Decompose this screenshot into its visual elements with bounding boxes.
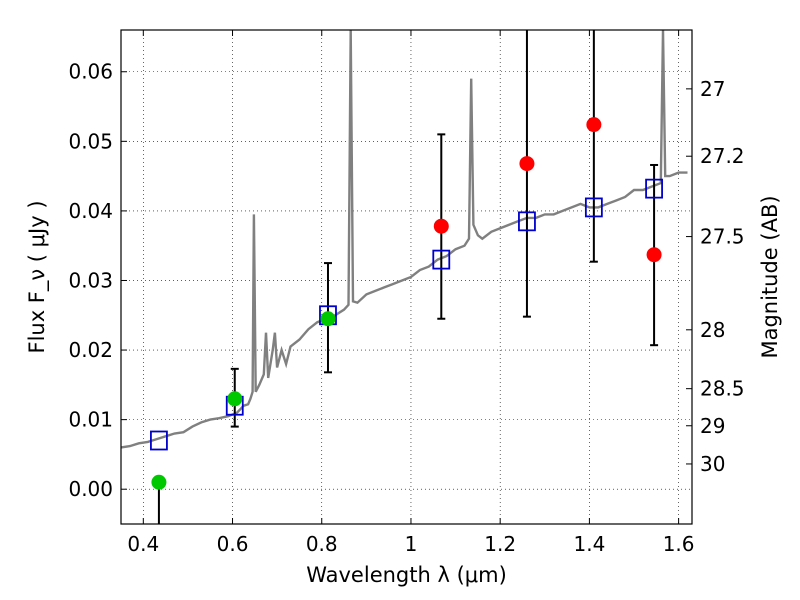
nondetection-point	[433, 218, 449, 234]
y-tick-label: 0.02	[68, 338, 113, 362]
x-tick-label: 0.6	[217, 532, 249, 556]
y-axis-label: Flux F_ν ( μJy )	[25, 200, 50, 353]
detection-point	[151, 474, 167, 490]
nondetection-point	[646, 247, 662, 263]
grid-layer	[121, 30, 692, 524]
errorbar-layer	[154, 30, 659, 524]
detection-point	[227, 391, 243, 407]
x-tick-label: 1.2	[484, 532, 516, 556]
y-tick-label: 0.03	[68, 268, 113, 292]
right-tick-label: 29	[700, 414, 725, 438]
marker-layer	[150, 117, 663, 490]
right-tick-label: 27.2	[700, 144, 745, 168]
right-tick-label: 27	[700, 77, 725, 101]
model-square-point	[645, 178, 663, 199]
model-square-point	[432, 249, 451, 270]
y-tick-label: 0.04	[68, 199, 113, 223]
y-tick-label: 0.00	[68, 477, 113, 501]
right-tick-label: 27.5	[700, 225, 745, 249]
y-tick-label: 0.05	[68, 129, 113, 153]
nondetection-point	[586, 117, 602, 133]
spectrum-layer	[121, 30, 688, 449]
model-square-point	[584, 197, 603, 218]
x-tick-label: 1.4	[573, 532, 605, 556]
x-tick-label: 1	[405, 532, 418, 556]
x-tick-label: 0.8	[306, 532, 338, 556]
plot-frame	[120, 29, 693, 525]
y-tick-label: 0.06	[68, 60, 113, 84]
y-tick-label: 0.01	[68, 408, 113, 432]
x-tick-label: 0.4	[127, 532, 159, 556]
axis-layer: 0.4 0.6 0.8 1 1.2 1.4 1.6 0.00 0.01 0.02 0.03 0.04 0…	[68, 30, 745, 556]
x-axis-label: Wavelength λ (μm)	[306, 563, 507, 587]
y-axis-right-label: Magnitude (AB)	[758, 195, 782, 358]
right-tick-label: 30	[700, 452, 725, 476]
model-square-point	[518, 211, 536, 232]
model-square-point	[150, 430, 168, 451]
right-tick-label: 28.5	[700, 377, 745, 401]
x-tick-label: 1.6	[663, 532, 695, 556]
detection-point	[320, 311, 336, 327]
nondetection-point	[519, 156, 535, 172]
right-tick-label: 28	[700, 318, 725, 342]
spectrum-line	[121, 30, 688, 449]
